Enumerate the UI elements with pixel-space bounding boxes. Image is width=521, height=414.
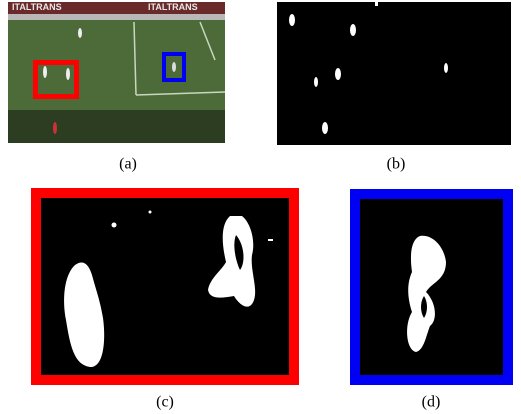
panel-b-mask <box>277 2 511 145</box>
banner-text: ITALTRANS <box>12 2 62 12</box>
panel-d-mask <box>350 189 513 385</box>
caption: (a) <box>119 156 137 173</box>
caption: (c) <box>156 394 174 411</box>
panel-c-mask <box>31 188 299 385</box>
banner-text: ITALTRANS <box>148 2 198 12</box>
caption: (b) <box>387 156 406 173</box>
caption: (d) <box>422 394 441 411</box>
panel-a-image: ITALTRANS ITALTRANS <box>8 2 226 143</box>
